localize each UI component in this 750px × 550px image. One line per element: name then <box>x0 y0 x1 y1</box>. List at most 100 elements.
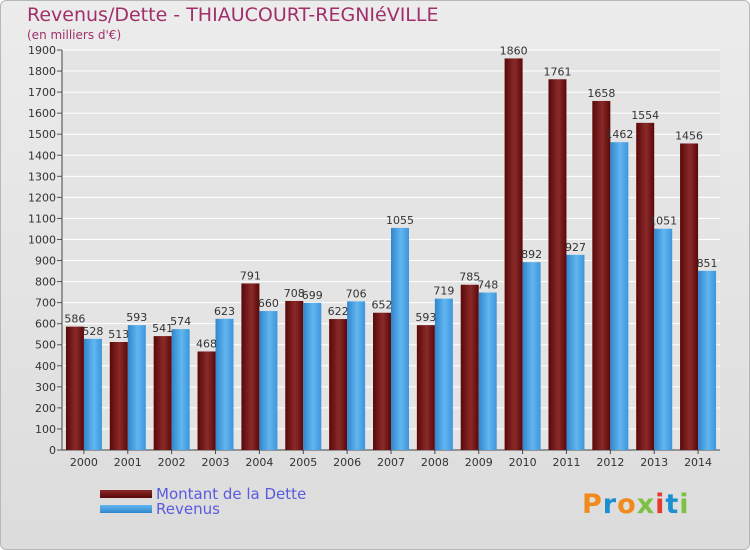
bar-revenus <box>171 329 190 450</box>
y-tick-label: 600 <box>35 318 56 331</box>
bar-dette <box>416 325 435 450</box>
bar-dette <box>285 300 304 450</box>
x-tick-label: 2001 <box>114 456 142 469</box>
data-label-revenus: 748 <box>477 279 498 292</box>
y-tick-label: 1600 <box>28 107 56 120</box>
x-tick-label: 2005 <box>289 456 317 469</box>
bar-revenus <box>83 338 102 450</box>
data-label-revenus: 528 <box>82 325 103 338</box>
proxiti-logo: Proxiti <box>582 489 690 520</box>
bar-dette <box>460 284 479 450</box>
bar-revenus <box>654 228 673 450</box>
data-label-revenus: 851 <box>697 257 718 270</box>
data-label-revenus: 699 <box>302 289 323 302</box>
x-tick-label: 2011 <box>552 456 580 469</box>
y-tick-label: 1900 <box>28 44 56 57</box>
bar-revenus <box>698 270 717 450</box>
legend-item-dette: Montant de la Dette <box>100 485 306 503</box>
bar-revenus <box>522 262 541 450</box>
x-tick-label: 2012 <box>596 456 624 469</box>
x-tick-label: 2002 <box>158 456 186 469</box>
legend-item-revenus: Revenus <box>100 500 220 518</box>
data-label-revenus: 574 <box>170 315 191 328</box>
y-tick-label: 1100 <box>28 212 56 225</box>
bar-revenus <box>347 301 366 450</box>
data-label-dette: 708 <box>284 287 305 300</box>
bar-dette <box>548 79 567 451</box>
legend-label-dette: Montant de la Dette <box>156 485 307 503</box>
x-tick-label: 2006 <box>333 456 361 469</box>
bar-dette <box>329 319 348 450</box>
y-tick-label: 1700 <box>28 86 56 99</box>
bar-revenus <box>127 325 146 450</box>
data-label-dette: 1761 <box>543 65 571 78</box>
y-tick-label: 700 <box>35 297 56 310</box>
bar-dette <box>197 351 216 450</box>
bar-dette <box>504 58 523 450</box>
data-label-revenus: 706 <box>346 287 367 300</box>
data-label-revenus: 1055 <box>386 214 414 227</box>
y-tick-label: 200 <box>35 402 56 415</box>
data-label-dette: 652 <box>372 299 393 312</box>
bar-revenus <box>391 227 409 450</box>
y-tick-label: 900 <box>35 255 56 268</box>
bar-revenus <box>610 142 629 451</box>
x-tick-label: 2007 <box>377 456 405 469</box>
y-tick-label: 1800 <box>28 65 56 78</box>
data-label-revenus: 927 <box>565 241 586 254</box>
y-tick-label: 1500 <box>28 128 56 141</box>
data-label-dette: 541 <box>152 322 173 335</box>
y-tick-label: 300 <box>35 381 56 394</box>
data-label-revenus: 623 <box>214 305 235 318</box>
data-label-dette: 468 <box>196 337 217 350</box>
data-label-dette: 1554 <box>631 109 659 122</box>
data-label-revenus: 593 <box>126 311 147 324</box>
y-tick-label: 100 <box>35 423 56 436</box>
data-label-dette: 1860 <box>500 44 528 57</box>
data-label-revenus: 660 <box>258 297 279 310</box>
bar-dette <box>592 100 611 451</box>
bar-revenus <box>303 302 322 450</box>
y-tick-label: 1300 <box>28 170 56 183</box>
data-label-dette: 785 <box>459 271 480 284</box>
x-tick-label: 2004 <box>245 456 273 469</box>
data-label-revenus: 1462 <box>605 128 633 141</box>
data-label-dette: 513 <box>108 328 129 341</box>
chart-subtitle: (en milliers d'€) <box>27 28 122 42</box>
x-tick-label: 2010 <box>509 456 537 469</box>
y-tick-label: 1000 <box>28 233 56 246</box>
data-label-dette: 1658 <box>587 87 615 100</box>
x-tick-label: 2013 <box>640 456 668 469</box>
bar-dette <box>241 283 260 450</box>
data-label-dette: 622 <box>328 305 349 318</box>
bar-revenus <box>434 298 453 450</box>
y-tick-label: 800 <box>35 276 56 289</box>
legend-swatch-revenus <box>100 505 152 513</box>
bar-dette <box>680 143 699 450</box>
y-tick-label: 1400 <box>28 149 56 162</box>
bar-revenus <box>215 318 234 450</box>
y-tick-label: 0 <box>49 444 56 457</box>
bar-dette <box>109 342 128 450</box>
y-tick-label: 1200 <box>28 191 56 204</box>
legend-label-revenus: Revenus <box>156 500 220 518</box>
data-label-revenus: 1051 <box>649 215 677 228</box>
data-label-revenus: 892 <box>521 248 542 261</box>
bar-revenus <box>566 254 585 450</box>
data-label-dette: 593 <box>415 311 436 324</box>
x-tick-label: 2000 <box>70 456 98 469</box>
y-tick-label: 400 <box>35 360 56 373</box>
chart-title: Revenus/Dette - THIAUCOURT-REGNIéVILLE <box>27 4 439 26</box>
x-tick-label: 2009 <box>465 456 493 469</box>
x-tick-label: 2014 <box>684 456 712 469</box>
legend-swatch-dette <box>100 490 152 498</box>
bar-revenus <box>259 311 278 450</box>
bar-dette <box>153 336 172 450</box>
data-label-revenus: 719 <box>433 285 454 298</box>
x-tick-label: 2008 <box>421 456 449 469</box>
bar-revenus <box>478 292 497 450</box>
data-label-dette: 791 <box>240 269 261 282</box>
data-label-dette: 1456 <box>675 129 703 142</box>
bar-dette <box>373 312 391 450</box>
